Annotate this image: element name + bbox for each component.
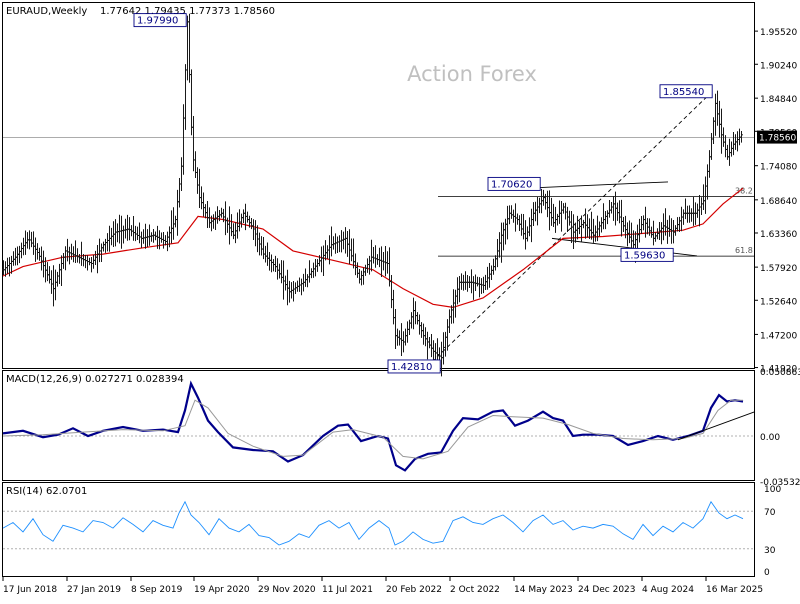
macd-main-line	[2, 380, 744, 472]
macd-header: MACD(12,26,9) 0.027271 0.028394	[6, 374, 184, 385]
x-tick-label: 17 Jun 2018	[3, 585, 57, 595]
rsi-tick-label: 100	[764, 485, 781, 495]
rsi-header: RSI(14) 62.0701	[6, 486, 87, 497]
current-price-label: 1.78560	[759, 134, 796, 144]
mid-high-label-box	[487, 176, 541, 191]
price-tick-label: 1.68640	[760, 197, 797, 207]
high-label-box	[659, 84, 713, 99]
x-tick-label: 27 Jan 2019	[67, 585, 121, 595]
macd-tick-label: 0.00	[760, 433, 780, 443]
price-tick-label: 1.52640	[760, 297, 797, 307]
price-annotations: 1.97990 1.85540 1.70620 1.42810 1.59630 1.785…	[133, 13, 797, 374]
watermark: Action Forex	[407, 62, 537, 86]
x-tick-label: 24 Dec 2023	[578, 585, 636, 595]
macd-tick-label: 0.050863	[760, 368, 800, 378]
fib-61-label: 61.8	[735, 246, 753, 255]
rsi-tick-label: 30	[764, 546, 776, 556]
price-tick-label: 1.47200	[760, 331, 797, 341]
mid-high-label: 1.70620	[491, 179, 532, 190]
price-tick-label: 1.57920	[760, 264, 797, 274]
x-tick-label: 20 Feb 2022	[386, 585, 442, 595]
price-panel-frame	[2, 2, 755, 369]
price-bars	[2, 13, 743, 377]
peak-label: 1.97990	[137, 16, 178, 27]
x-tick-label: 29 Nov 2020	[258, 585, 316, 595]
macd-layer: 0.050863 0.00 -0.035322	[2, 368, 800, 488]
upper-channel-line	[539, 181, 669, 188]
rsi-line	[2, 500, 744, 546]
macd-tick-label: -0.035322	[760, 478, 800, 488]
rsi-tick-label: 70	[764, 508, 776, 518]
macd-trendline	[677, 411, 756, 441]
price-tick-label: 1.90240	[760, 61, 797, 71]
chart-header-ohlc: 1.77642 1.79435 1.77373 1.78560	[100, 6, 275, 17]
rsi-layer: 100 70 30 0	[2, 485, 781, 578]
peak-label-box	[133, 13, 187, 28]
rsi-tick-label: 0	[764, 568, 770, 578]
macd-signal-line	[2, 399, 743, 460]
x-tick-label: 14 May 2023	[514, 585, 573, 595]
macd-panel-frame	[2, 370, 755, 481]
low-label-box	[387, 359, 441, 374]
price-tick-label: 1.63360	[760, 230, 797, 240]
price-levels: 38.2 61.8	[3, 93, 754, 363]
fib-38-label: 38.2	[735, 187, 753, 196]
x-tick-label: 2 Oct 2022	[450, 585, 500, 595]
price-tick-label: 1.84840	[760, 95, 797, 105]
rsi-panel-frame	[2, 482, 755, 577]
price-tick-label: 1.74080	[760, 163, 797, 173]
x-tick-label: 4 Aug 2024	[642, 585, 694, 595]
x-tick-label: 11 Jul 2021	[322, 585, 373, 595]
x-tick-label: 8 Sep 2019	[131, 585, 183, 595]
price-tick-label: 1.41920	[760, 365, 797, 375]
dashed-trendline	[431, 93, 711, 363]
mid-low-label: 1.59630	[624, 250, 665, 261]
current-price-box	[757, 130, 797, 144]
x-tick-label: 16 Mar 2025	[706, 585, 763, 595]
x-tick-label: 19 Apr 2020	[194, 585, 250, 595]
price-tick-label: 1.95520	[760, 28, 797, 38]
high-label: 1.85540	[663, 87, 704, 98]
chart-header-symbol: EURAUD,Weekly	[6, 6, 87, 17]
x-axis: 17 Jun 2018 27 Jan 2019 8 Sep 2019 19 Apr 2…	[2, 577, 763, 595]
low-label: 1.42810	[391, 362, 432, 373]
mid-low-label-box	[620, 247, 674, 262]
